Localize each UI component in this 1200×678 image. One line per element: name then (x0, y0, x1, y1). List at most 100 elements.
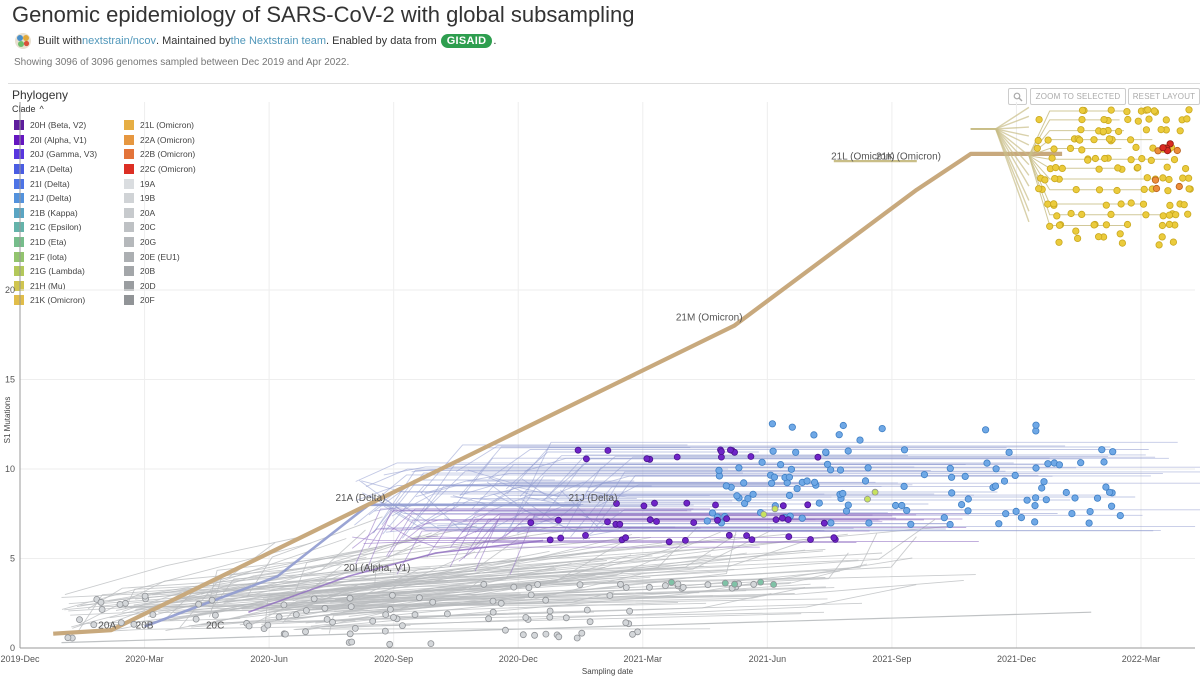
legend-item[interactable]: 22C (Omicron) (124, 162, 196, 177)
x-tick-label: 2021-Jun (749, 654, 787, 664)
tree-branch (1028, 155, 1158, 191)
tree-branch (368, 510, 688, 548)
tip-marker (1099, 127, 1107, 136)
tip-marker (411, 611, 419, 619)
tree-branch (1028, 155, 1153, 180)
tip-marker (842, 507, 851, 515)
tree-branch (265, 531, 721, 619)
tip-marker (964, 495, 972, 503)
legend-item[interactable]: 20A (124, 206, 196, 221)
tip-marker (1034, 136, 1042, 145)
legend-label: 21K (Omicron) (30, 295, 86, 306)
tip-marker (622, 619, 630, 627)
zoom-to-selected-button[interactable]: ZOOM TO SELECTED (1030, 88, 1126, 105)
tip-marker (429, 598, 437, 606)
tip-marker (382, 611, 390, 618)
tip-marker (245, 622, 253, 630)
nextstrain-ncov-link[interactable]: nextstrain/ncov (82, 35, 157, 47)
legend-item[interactable]: 22A (Omicron) (124, 133, 196, 148)
tip-marker (1147, 156, 1155, 165)
gisaid-logo[interactable]: GISAID (440, 34, 493, 48)
legend-column-left: 20H (Beta, V2) 20I (Alpha, V1) 20J (Gamma,… (14, 118, 97, 308)
zoom-button[interactable] (1008, 88, 1027, 105)
y-axis-label: S1 Mutations (3, 397, 12, 444)
legend-label: 21I (Delta) (30, 178, 70, 189)
tip-marker (130, 620, 138, 628)
tip-marker (721, 579, 729, 587)
legend-item[interactable]: 19A (124, 176, 196, 191)
tip-marker (562, 614, 570, 622)
tip-marker (1085, 519, 1093, 527)
tree-branch (365, 468, 729, 488)
tip-marker (1169, 238, 1178, 246)
legend-item[interactable]: 20I (Alpha, V1) (14, 133, 97, 148)
legend-item[interactable]: 21D (Eta) (14, 235, 97, 250)
tip-marker (1127, 199, 1135, 207)
tree-branch (1028, 148, 1122, 157)
tip-marker (798, 514, 806, 522)
legend-item[interactable]: 20G (124, 235, 196, 250)
tip-marker (1113, 186, 1121, 195)
nextstrain-team-link[interactable]: the Nextstrain team (230, 35, 326, 47)
tree-branch (230, 593, 521, 597)
tip-marker (991, 482, 1000, 490)
tip-marker (640, 502, 648, 510)
tree-branch (410, 537, 760, 548)
x-tick-label: 2022-Mar (1122, 654, 1161, 664)
tip-marker (784, 516, 792, 524)
tip-marker (948, 489, 956, 497)
legend-item[interactable]: 20D (124, 279, 196, 294)
legend-item[interactable]: 21F (Iota) (14, 249, 97, 264)
tip-marker (807, 536, 814, 543)
tip-marker (1175, 182, 1183, 191)
legend-item[interactable]: 21L (Omicron) (124, 118, 196, 133)
legend-swatch (124, 120, 134, 131)
legend-item[interactable]: 21B (Kappa) (14, 206, 97, 221)
legend-toggle[interactable]: Clade ^ (12, 104, 44, 114)
legend-item[interactable]: 20E (EU1) (124, 249, 196, 264)
legend-item[interactable]: 21J (Delta) (14, 191, 97, 206)
tip-marker (557, 534, 565, 542)
legend-item[interactable]: 20F (124, 293, 196, 308)
tree-branch (405, 519, 924, 541)
legend-title: Clade (12, 104, 36, 114)
tip-marker (714, 516, 721, 524)
legend-label: 20H (Beta, V2) (30, 120, 87, 131)
tip-marker (679, 583, 687, 591)
legend-item[interactable]: 21G (Lambda) (14, 264, 97, 279)
tip-marker (725, 531, 733, 539)
legend-item[interactable]: 21I (Delta) (14, 176, 97, 191)
tip-marker (489, 597, 497, 605)
legend-item[interactable]: 20J (Gamma, V3) (14, 147, 97, 162)
tip-marker (626, 607, 633, 615)
legend-item[interactable]: 20B (124, 264, 196, 279)
tip-marker (1041, 176, 1049, 184)
tip-marker (1108, 502, 1116, 510)
legend-item[interactable]: 21K (Omicron) (14, 293, 97, 308)
legend-item[interactable]: 21C (Epsilon) (14, 220, 97, 235)
tip-marker (727, 446, 734, 454)
x-tick-label: 2021-Sep (872, 654, 911, 664)
tree-branch (108, 526, 589, 601)
tip-marker (1095, 186, 1104, 194)
tip-marker (1095, 165, 1103, 173)
tip-marker (1072, 227, 1080, 235)
legend-item[interactable]: 20C (124, 220, 196, 235)
legend-item[interactable]: 20H (Beta, V2) (14, 118, 97, 133)
tip-marker (1055, 221, 1064, 229)
legend-item[interactable]: 22B (Omicron) (124, 147, 196, 162)
tip-marker (743, 532, 750, 540)
tip-marker (865, 519, 873, 527)
tip-marker (1164, 187, 1172, 195)
phylogeny-chart[interactable]: 2019-Dec 2020-Mar 2020-Jun 2020-Sep 2020-Dec… (0, 100, 1200, 678)
tip-marker (750, 580, 758, 588)
tip-marker (1084, 156, 1092, 164)
legend-item[interactable]: 21H (Mu) (14, 279, 97, 294)
tip-marker (864, 464, 872, 472)
legend-item[interactable]: 19B (124, 191, 196, 206)
legend-column-right: 21L (Omicron) 22A (Omicron) 22B (Omicron) 2… (124, 118, 196, 308)
enabled-suffix: . (493, 35, 497, 47)
clade-label: 20I (Alpha, V1) (344, 563, 411, 574)
legend-item[interactable]: 21A (Delta) (14, 162, 97, 177)
tip-marker (141, 592, 149, 600)
